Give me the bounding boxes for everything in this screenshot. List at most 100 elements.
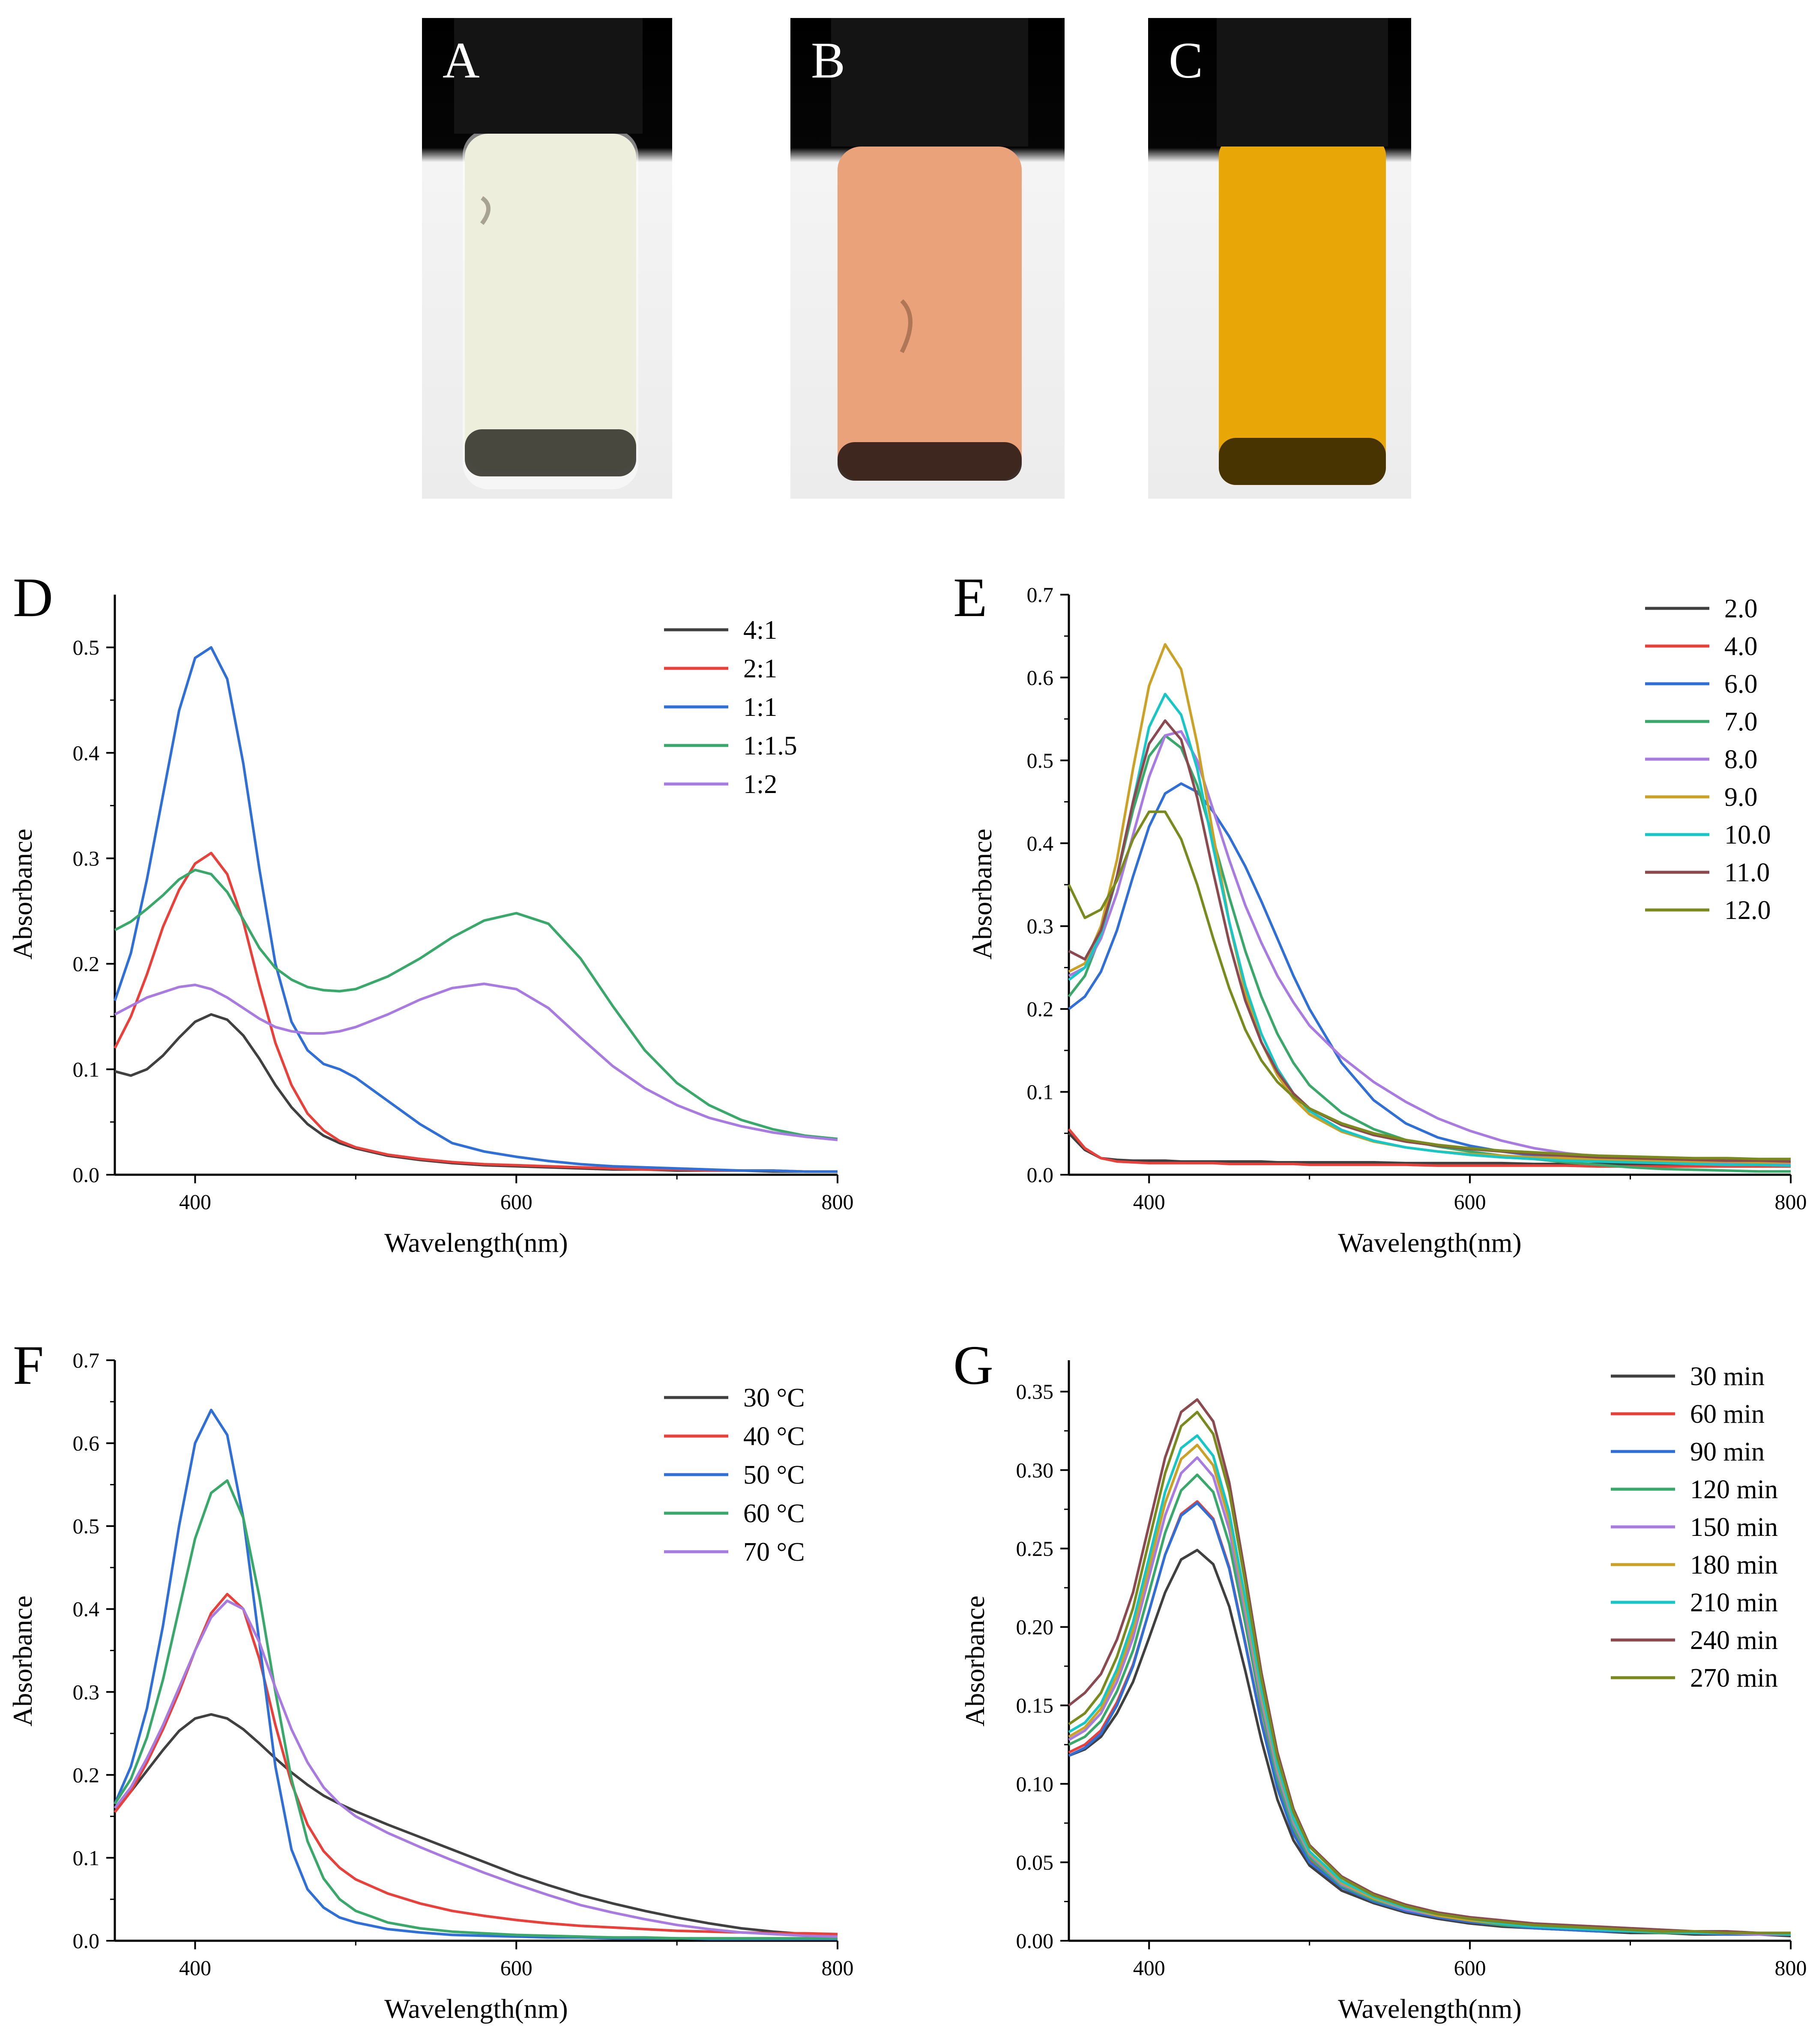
series-line-d-4 [114, 982, 838, 1141]
photo-vial-b: B [790, 18, 1065, 499]
y-tick-label-g: 0.25 [1016, 1536, 1054, 1560]
legend-label-e-1: 4.0 [1724, 632, 1758, 661]
series-line-e-2 [1068, 782, 1791, 1166]
y-tick-label-g: 0.15 [1016, 1694, 1054, 1718]
y-tick-label-g: 0.35 [1016, 1380, 1054, 1404]
legend-label-g-6: 210 min [1690, 1588, 1778, 1617]
legend-label-d-4: 1:2 [743, 770, 777, 799]
y-axis-title-f: Absorbance [7, 1595, 38, 1727]
x-axis-title-e: Wavelength(nm) [1338, 1227, 1521, 1258]
legend-label-e-7: 11.0 [1724, 858, 1770, 887]
photo-label-b: B [811, 32, 846, 89]
y-tick-label-g: 0.10 [1016, 1772, 1054, 1796]
y-tick-label-f: 0.2 [73, 1763, 100, 1787]
legend-label-g-8: 270 min [1690, 1664, 1778, 1693]
series-line-e-5 [1068, 643, 1791, 1164]
y-tick-label-d: 0.1 [73, 1057, 100, 1081]
y-tick-label-d: 0.3 [73, 846, 100, 870]
y-tick-label-e: 0.4 [1027, 831, 1054, 855]
series-line-e-3 [1068, 734, 1791, 1173]
series-line-f-4 [114, 1599, 838, 1938]
x-tick-label-e: 400 [1133, 1190, 1165, 1214]
legend-label-d-2: 1:1 [743, 693, 777, 722]
legend-label-d-1: 2:1 [743, 654, 777, 683]
vial-b-illustration [790, 18, 1065, 499]
x-tick-label-d: 600 [500, 1190, 533, 1214]
legend-label-e-0: 2.0 [1724, 594, 1758, 623]
series-line-d-0 [114, 1013, 838, 1173]
y-tick-label-f: 0.7 [73, 1348, 100, 1372]
series-line-f-1 [114, 1592, 838, 1936]
legend-label-e-8: 12.0 [1724, 896, 1771, 925]
y-tick-label-f: 0.6 [73, 1431, 100, 1455]
panel-letter-d: D [13, 567, 53, 628]
y-tick-label-e: 0.2 [1027, 997, 1054, 1021]
legend-label-d-3: 1:1.5 [743, 731, 797, 760]
legend-label-g-0: 30 min [1690, 1362, 1765, 1391]
vial-a-cap [454, 18, 643, 134]
y-tick-label-d: 0.5 [73, 635, 100, 659]
chart-f: 0.0 0.1 0.2 0.3 0.4 0.5 0.6 0.7 400 600 800 Wavelen… [7, 1348, 854, 2024]
chart-e: 0.0 0.1 0.2 0.3 0.4 0.5 0.6 0.7 400 600 800 Wavelen… [967, 583, 1807, 1258]
vial-c-illustration [1148, 18, 1411, 499]
series-line-g-0 [1068, 1549, 1791, 1937]
series-line-g-6 [1068, 1434, 1791, 1936]
vial-b-cap [831, 18, 1028, 147]
vial-c-liquid [1219, 138, 1386, 485]
series-line-e-8 [1068, 810, 1791, 1161]
photo-label-a: A [443, 32, 480, 89]
y-tick-label-d: 0.0 [73, 1163, 100, 1187]
x-tick-label-e: 600 [1454, 1190, 1486, 1214]
y-tick-label-d: 0.4 [73, 741, 100, 765]
y-axis-title-d: Absorbance [7, 829, 38, 960]
x-tick-label-f: 600 [500, 1956, 533, 1980]
series-line-d-2 [114, 646, 838, 1173]
chart-d: 0.0 0.1 0.2 0.3 0.4 0.5 400 600 800 Wavelength(nm… [7, 595, 854, 1258]
x-tick-label-f: 800 [822, 1956, 854, 1980]
y-tick-label-g: 0.30 [1016, 1458, 1054, 1482]
legend-label-g-7: 240 min [1690, 1626, 1778, 1655]
y-tick-label-e: 0.3 [1027, 914, 1054, 938]
y-axis-title-g: Absorbance [960, 1595, 990, 1727]
vial-c-cap [1217, 18, 1388, 147]
legend-label-g-3: 120 min [1690, 1475, 1778, 1504]
photo-vial-a: A [422, 18, 672, 499]
chart-g: 0.00 0.05 0.10 0.15 0.20 0.25 0.30 0.35 400 600 80… [960, 1360, 1807, 2024]
series-line-e-6 [1068, 693, 1791, 1167]
y-tick-label-f: 0.5 [73, 1514, 100, 1538]
x-axis-title-g: Wavelength(nm) [1338, 1993, 1521, 2024]
vial-a-liquid [465, 134, 636, 472]
y-tick-label-f: 0.1 [73, 1846, 100, 1870]
legend-label-e-4: 8.0 [1724, 745, 1758, 774]
series-line-d-3 [114, 868, 838, 1140]
legend-label-f-3: 60 °C [743, 1499, 805, 1528]
y-tick-label-f: 0.4 [73, 1597, 100, 1621]
x-axis-title-d: Wavelength(nm) [384, 1227, 568, 1258]
legend-label-e-5: 9.0 [1724, 783, 1758, 812]
y-tick-label-g: 0.00 [1016, 1929, 1054, 1953]
photo-vial-c: C [1148, 18, 1411, 499]
panel-letter-g: G [953, 1335, 993, 1396]
legend-label-e-6: 10.0 [1724, 820, 1771, 850]
legend-label-f-2: 50 °C [743, 1460, 805, 1490]
series-line-g-8 [1068, 1410, 1791, 1934]
legend-label-f-0: 30 °C [743, 1383, 805, 1413]
x-tick-label-g: 600 [1454, 1956, 1486, 1980]
x-tick-label-e: 800 [1775, 1190, 1807, 1214]
legend-label-g-5: 180 min [1690, 1550, 1778, 1580]
series-line-g-7 [1068, 1398, 1791, 1934]
y-tick-label-g: 0.20 [1016, 1615, 1054, 1639]
y-tick-label-e: 0.1 [1027, 1080, 1054, 1104]
panel-letter-f: F [13, 1335, 44, 1396]
legend-label-f-4: 70 °C [743, 1538, 805, 1567]
y-tick-label-g: 0.05 [1016, 1850, 1054, 1874]
y-tick-label-e: 0.7 [1027, 583, 1054, 607]
series-line-g-3 [1068, 1473, 1791, 1936]
x-axis-title-f: Wavelength(nm) [384, 1993, 568, 2024]
y-tick-label-d: 0.2 [73, 952, 100, 976]
y-axis-title-e: Absorbance [967, 829, 997, 960]
legend-label-d-0: 4:1 [743, 616, 777, 645]
x-tick-label-f: 400 [179, 1956, 211, 1980]
y-tick-label-e: 0.5 [1027, 748, 1054, 772]
